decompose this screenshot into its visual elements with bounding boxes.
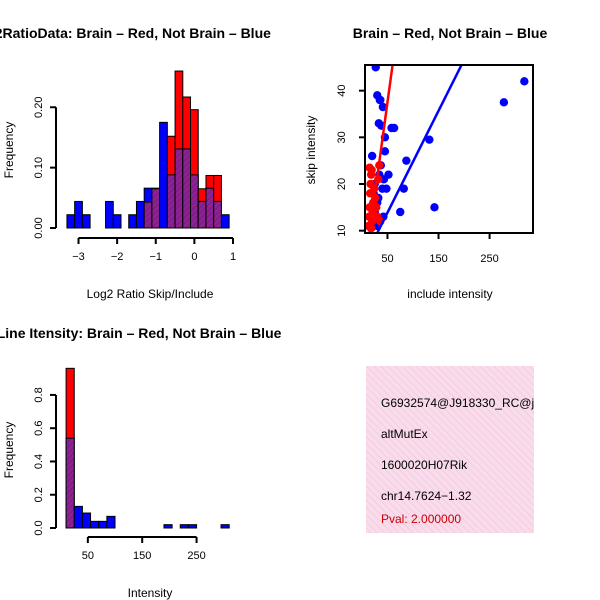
not-brain-point [425, 135, 434, 144]
y-tick-label: 0.4 [33, 454, 45, 469]
not-brain-bar [112, 214, 122, 229]
not-brain-point [499, 98, 509, 107]
event-type: altMutEx [381, 427, 428, 441]
brain-point [365, 163, 374, 172]
x-tick-label: 50 [381, 253, 393, 265]
not-brain-point [402, 156, 411, 165]
not-brain-bar [163, 524, 173, 529]
overlap-bar [205, 187, 215, 229]
not-brain-bar [73, 505, 83, 529]
chart-title: Log2RatioData: Brain – Red, Not Brain – … [0, 25, 271, 41]
x-tick-label: 150 [133, 550, 151, 562]
overlap-bar [190, 174, 199, 229]
not-brain-bar [98, 520, 108, 529]
probe-id: G6932574@J918330_RC@j_at [381, 396, 551, 410]
gene-name: 1600020H07Rik [381, 458, 468, 472]
intensity-histogram: Exon Line Itensity: Brain – Red, Not Bra… [0, 325, 282, 600]
p-value: Pval: 2.000000 [381, 512, 461, 526]
not-brain-bar [81, 512, 92, 529]
not-brain-bar [179, 524, 189, 529]
not-brain-point [375, 95, 385, 105]
info-panel: G6932574@J918330_RC@j_at altMutEx 160002… [366, 366, 551, 533]
not-brain-point [371, 65, 380, 72]
y-tick-label: 0.10 [33, 157, 45, 178]
x-tick-label: 50 [82, 550, 94, 562]
not-brain-bar [66, 214, 76, 229]
y-tick-label: 0.0 [33, 520, 45, 535]
not-brain-bar [187, 524, 198, 529]
not-brain-bar [90, 520, 100, 529]
overlap-bar [213, 200, 222, 229]
info-panel-background [366, 366, 534, 533]
y-tick-label: 10 [336, 225, 348, 237]
not-brain-point [384, 170, 393, 179]
y-tick-label: 40 [336, 85, 348, 97]
x-axis-label: include intensity [407, 287, 492, 301]
x-tick-label: −1 [149, 251, 162, 263]
x-axis-label: Intensity [128, 586, 173, 600]
not-brain-point [520, 77, 529, 86]
y-tick-label: 0.00 [33, 217, 45, 238]
not-brain-bar [220, 214, 230, 229]
not-brain-bar [106, 515, 116, 529]
not-brain-point [367, 151, 377, 161]
not-brain-point [378, 184, 387, 193]
y-axis-label: Frequency [2, 422, 16, 479]
not-brain-bar [220, 524, 230, 529]
overlap-bar [182, 148, 192, 229]
y-tick-label: 0.20 [33, 97, 45, 118]
y-axis-label: skip intensity [304, 116, 318, 185]
log2-ratio-histogram: Log2RatioData: Brain – Red, Not Brain – … [0, 25, 271, 301]
y-axis-label: Frequency [2, 122, 16, 179]
not-brain-point [430, 203, 439, 212]
overlap-bar [166, 174, 176, 229]
not-brain-point [380, 147, 390, 156]
x-tick-label: 250 [187, 550, 205, 562]
not-brain-fit-line [376, 65, 463, 233]
not-brain-bar [81, 214, 91, 229]
overlap-bar [151, 188, 161, 229]
not-brain-point [378, 102, 388, 112]
plot-frame [364, 64, 534, 234]
y-tick-label: 30 [336, 131, 348, 143]
x-tick-label: 0 [191, 251, 197, 263]
not-brain-point [396, 207, 405, 217]
y-tick-label: 0.8 [33, 387, 45, 402]
y-tick-label: 0.2 [33, 487, 45, 502]
overlap-bar [143, 201, 153, 229]
not-brain-bar [74, 200, 83, 229]
brain-fit-line [368, 65, 394, 233]
x-tick-label: 1 [230, 251, 236, 263]
skip-vs-include-scatter: Brain – Red, Not Brain – Blue 50 150 250 10… [304, 25, 547, 301]
x-tick-label: 250 [480, 253, 498, 265]
not-brain-point [389, 123, 399, 133]
not-brain-bar [159, 121, 168, 229]
chart-title: Exon Line Itensity: Brain – Red, Not Bra… [0, 325, 282, 341]
x-tick-label: −3 [72, 251, 85, 263]
x-tick-label: 150 [429, 253, 447, 265]
not-brain-bar [105, 200, 114, 229]
x-axis-label: Log2 Ratio Skip/Include [87, 287, 214, 301]
overlap-bar [197, 200, 207, 229]
overlap-bar [65, 437, 75, 529]
x-tick-label: −2 [111, 251, 124, 263]
overlap-bar [174, 148, 184, 229]
not-brain-bar [128, 214, 137, 229]
genomic-location: chr14.7624−1.32 [381, 489, 472, 503]
y-tick-label: 0.6 [33, 421, 45, 436]
chart-title: Brain – Red, Not Brain – Blue [353, 25, 548, 41]
not-brain-bar [135, 200, 145, 229]
y-tick-label: 20 [336, 178, 348, 190]
